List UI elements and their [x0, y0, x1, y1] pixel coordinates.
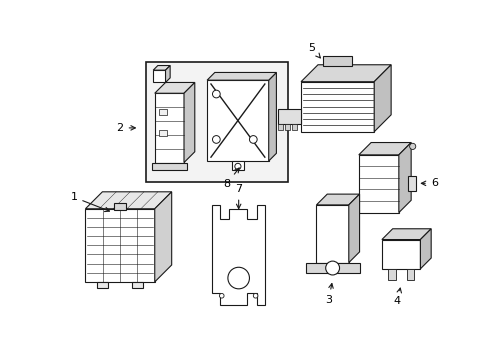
Circle shape: [212, 136, 220, 143]
Polygon shape: [85, 192, 171, 209]
Polygon shape: [165, 66, 170, 82]
Bar: [97, 282, 108, 288]
Circle shape: [249, 136, 257, 143]
Polygon shape: [301, 65, 390, 82]
Bar: [145, 62, 287, 182]
Text: 5: 5: [307, 43, 320, 58]
Polygon shape: [316, 194, 359, 205]
Circle shape: [325, 261, 339, 275]
Text: 8: 8: [223, 168, 239, 189]
Text: 6: 6: [421, 178, 437, 188]
Bar: [316, 205, 348, 263]
Polygon shape: [212, 205, 264, 305]
Polygon shape: [207, 72, 276, 80]
Text: 1: 1: [70, 192, 109, 212]
Bar: [153, 70, 165, 82]
Circle shape: [234, 163, 241, 170]
Circle shape: [212, 90, 220, 98]
Bar: [301, 82, 373, 132]
Bar: [277, 124, 283, 130]
Text: 4: 4: [393, 288, 401, 306]
Bar: [159, 130, 167, 136]
Bar: [285, 124, 290, 130]
Text: 3: 3: [325, 284, 332, 305]
Bar: [151, 163, 187, 170]
Bar: [358, 155, 398, 213]
Circle shape: [219, 293, 224, 298]
Bar: [132, 282, 142, 288]
Polygon shape: [183, 82, 194, 163]
Bar: [291, 124, 297, 130]
Circle shape: [227, 267, 249, 289]
Polygon shape: [373, 65, 390, 132]
Polygon shape: [154, 82, 194, 93]
Polygon shape: [420, 229, 430, 269]
Polygon shape: [381, 229, 430, 239]
Polygon shape: [154, 192, 171, 282]
Bar: [323, 55, 351, 66]
Bar: [231, 161, 244, 170]
Bar: [85, 209, 154, 282]
Bar: [381, 239, 420, 269]
Bar: [407, 176, 415, 191]
Polygon shape: [398, 143, 410, 213]
Bar: [387, 269, 395, 280]
Polygon shape: [348, 194, 359, 263]
Bar: [154, 93, 183, 163]
Circle shape: [409, 143, 415, 149]
Bar: [406, 269, 413, 280]
Polygon shape: [153, 66, 170, 70]
Bar: [114, 203, 126, 210]
Bar: [159, 109, 167, 115]
Polygon shape: [358, 143, 410, 155]
Bar: [207, 80, 268, 161]
Polygon shape: [268, 72, 276, 161]
Circle shape: [253, 293, 257, 298]
Bar: [305, 263, 359, 274]
Polygon shape: [277, 109, 301, 124]
Text: 7: 7: [235, 184, 242, 208]
Text: 2: 2: [116, 123, 135, 133]
